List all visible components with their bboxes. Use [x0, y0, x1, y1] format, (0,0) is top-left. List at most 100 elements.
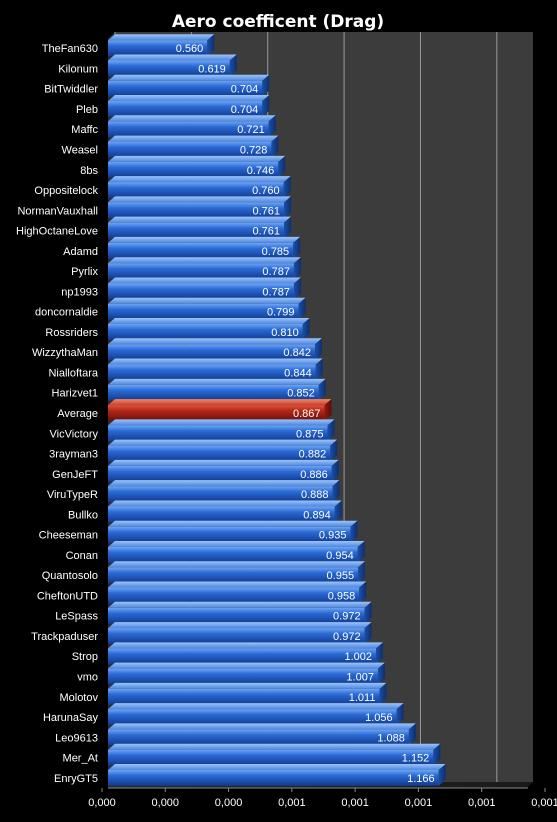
bar: [108, 297, 306, 320]
bar-end: [262, 74, 270, 97]
data-label: 0.619: [198, 63, 226, 75]
data-label: 0.958: [328, 590, 356, 602]
bar: [108, 743, 441, 766]
bar: [108, 480, 340, 502]
bar-end: [379, 682, 387, 705]
bar-top: [108, 561, 366, 568]
bar-end: [302, 318, 310, 340]
bar-front: [108, 668, 378, 685]
category-label: Bullko: [68, 509, 98, 521]
category-label: CheftonUTD: [37, 590, 98, 602]
data-label: 1.007: [346, 672, 374, 684]
bar-front: [108, 546, 358, 563]
tick-label: 0,001: [278, 797, 306, 809]
bar: [108, 703, 404, 725]
bar: [108, 561, 366, 584]
bar-end: [377, 662, 385, 685]
bar-top: [108, 176, 291, 183]
bar: [108, 662, 385, 685]
bar-front: [108, 769, 439, 786]
data-label: 0.935: [319, 530, 347, 542]
bar-end: [376, 642, 384, 665]
bar-top: [108, 257, 301, 264]
tick-label: 0,001: [468, 797, 496, 809]
bar: [108, 459, 339, 482]
category-label: Adamd: [63, 246, 98, 258]
category-label: Strop: [72, 651, 98, 663]
bar-top: [108, 74, 270, 81]
bar-top: [108, 703, 404, 710]
bar: [108, 257, 301, 280]
data-label: 0.560: [176, 43, 204, 55]
category-label: Average: [57, 408, 98, 420]
category-label: NormanVauxhall: [17, 205, 98, 217]
bar-top: [108, 338, 322, 345]
data-label: 0.875: [296, 428, 324, 440]
bar-end: [293, 277, 301, 300]
data-label: 0.760: [252, 185, 280, 197]
bar-top: [108, 34, 215, 41]
bar-front: [108, 242, 294, 259]
bar-top: [108, 500, 342, 507]
bar-end: [330, 439, 338, 462]
category-label: TheFan630: [42, 43, 98, 55]
bar-front: [108, 405, 325, 421]
data-label: 0.842: [283, 347, 311, 359]
bar: [108, 540, 365, 563]
category-label: VicVictory: [49, 428, 98, 440]
bar-top: [108, 540, 365, 547]
category-label: Harizvet1: [52, 388, 98, 400]
bar-end: [331, 459, 339, 482]
bar-front: [108, 364, 316, 381]
bar-front: [108, 60, 230, 77]
bar-top: [108, 358, 323, 365]
bar: [108, 95, 270, 117]
bar-front: [108, 506, 335, 523]
bar-end: [438, 763, 446, 786]
category-label: Nialloftara: [48, 367, 98, 379]
bar: [108, 318, 310, 340]
category-label: Quantosolo: [42, 570, 98, 582]
bar-end: [229, 54, 237, 77]
bar-top: [108, 581, 367, 588]
category-label: Cheeseman: [39, 530, 98, 542]
data-label: 0.852: [287, 388, 315, 400]
bar-front: [108, 384, 319, 401]
data-label: 1.166: [407, 773, 435, 785]
bar-front: [108, 465, 332, 482]
bar-top: [108, 642, 384, 649]
category-label: vmo: [77, 672, 98, 684]
bar-end: [284, 196, 292, 219]
bar-front: [108, 182, 284, 198]
bar-front: [108, 101, 263, 117]
bar-front: [108, 121, 269, 138]
bar: [108, 176, 291, 198]
bar-top: [108, 277, 301, 284]
bar-top: [108, 419, 335, 426]
x-axis-ticks: 0,000 0,000 0,000 0,001 0,001 0,001 0,001 0,001: [88, 787, 557, 809]
bars: 0.560 0.619 0.704 0.704 0.721 0.728 0.746 0.760…: [108, 34, 446, 786]
category-label: EnryGT5: [54, 773, 98, 785]
bar-top: [108, 318, 310, 325]
bar: [108, 115, 276, 138]
bar: [108, 723, 416, 746]
data-label: 0.972: [333, 631, 361, 643]
bar-end: [283, 176, 291, 198]
data-label: 0.787: [262, 266, 290, 278]
bar-average: [108, 399, 332, 421]
bar-front: [108, 222, 285, 239]
bar-front: [108, 283, 294, 300]
bar: [108, 34, 215, 57]
bar-top: [108, 480, 340, 487]
data-label: 0.954: [326, 550, 354, 562]
bar-front: [108, 161, 279, 178]
bar-top: [108, 155, 286, 162]
data-label: 0.882: [299, 449, 327, 461]
category-label: 3rayman3: [49, 449, 98, 461]
bar-front: [108, 526, 351, 543]
bar: [108, 622, 372, 644]
bar-end: [318, 378, 326, 401]
bar-front: [108, 141, 272, 158]
bar: [108, 419, 335, 442]
category-label: Oppositelock: [34, 185, 98, 197]
